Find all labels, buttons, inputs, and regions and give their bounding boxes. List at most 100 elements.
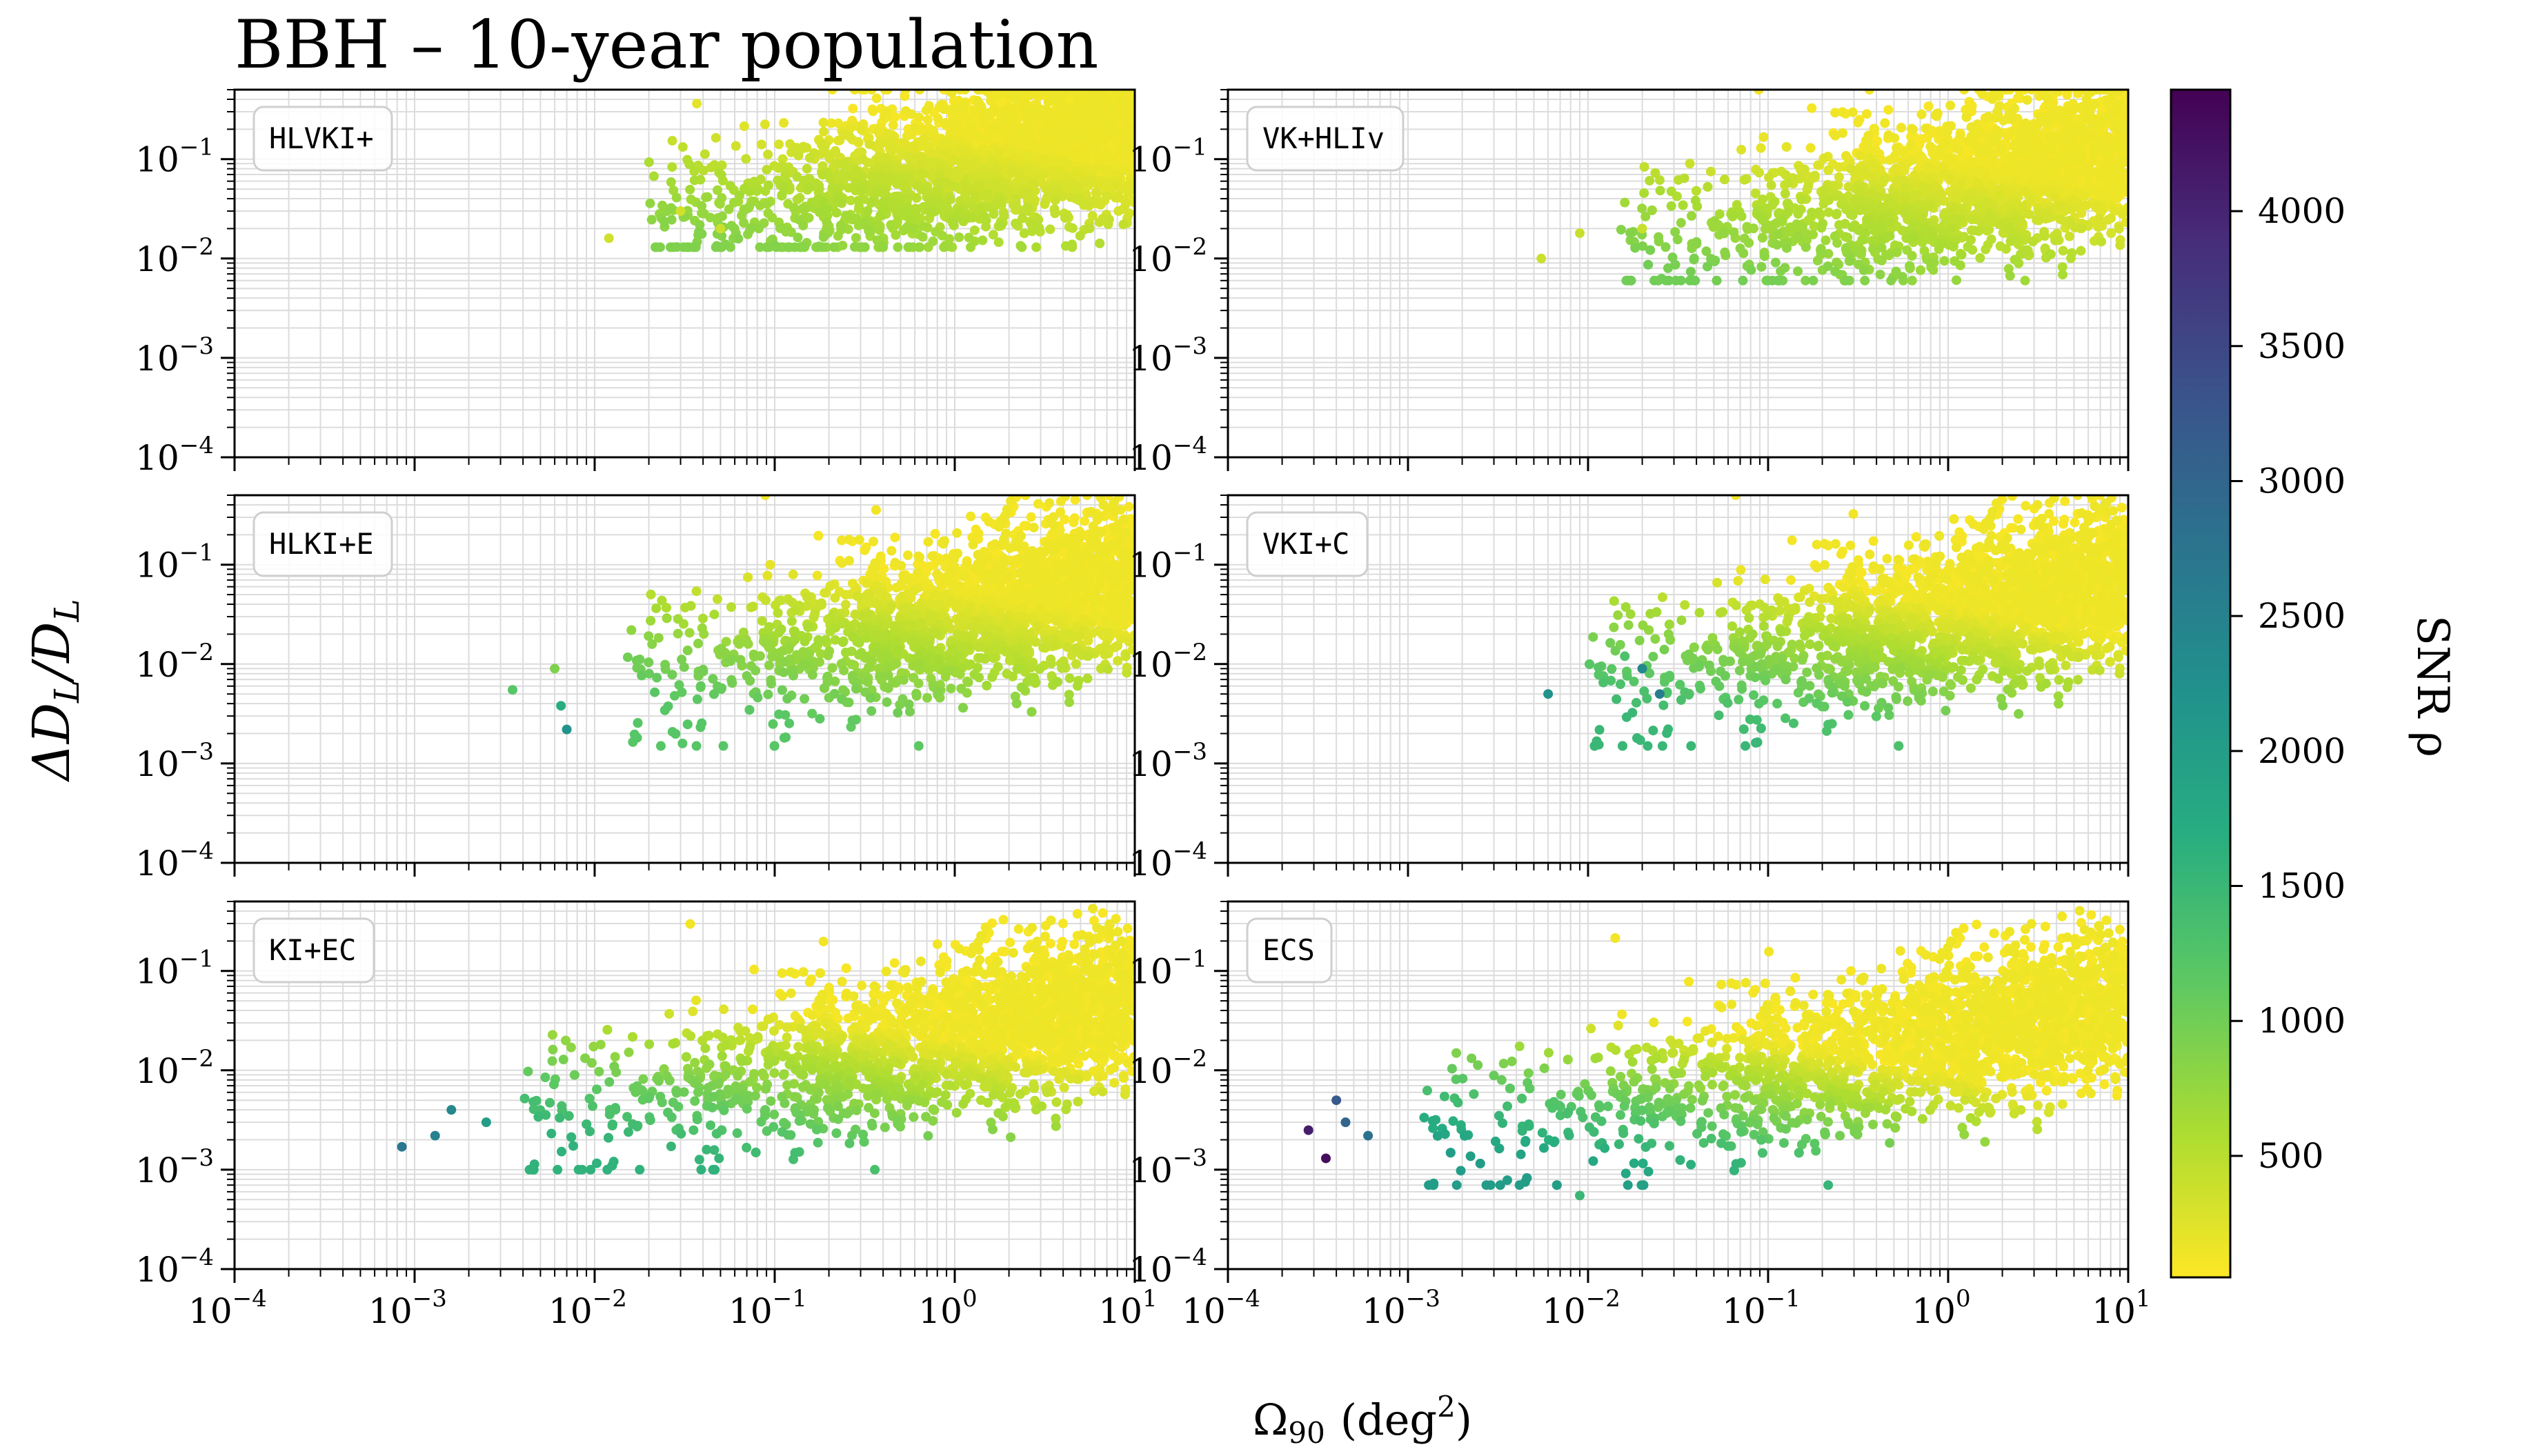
scatter-point xyxy=(2081,200,2092,210)
scatter-point xyxy=(909,123,920,133)
scatter-point xyxy=(1091,178,1101,188)
scatter-point xyxy=(734,190,744,201)
scatter-point xyxy=(760,119,770,130)
scatter-point xyxy=(1999,115,2009,126)
scatter-point xyxy=(2032,215,2042,225)
scatter-point xyxy=(928,236,938,246)
scatter-point xyxy=(2007,114,2017,125)
scatter-point xyxy=(2083,174,2094,185)
scatter-point xyxy=(1102,191,1112,201)
scatter-point xyxy=(902,131,912,141)
scatter-point xyxy=(1720,174,1730,185)
scatter-point xyxy=(789,203,799,213)
scatter-point xyxy=(2044,171,2054,181)
scatter-point xyxy=(1867,160,1877,170)
scatter-point xyxy=(1124,90,1135,94)
scatter-point xyxy=(1834,162,1845,172)
panel-label: HLVKI+ xyxy=(269,121,374,155)
scatter-point xyxy=(1043,97,1053,108)
scatter-point xyxy=(995,221,1006,231)
scatter-point xyxy=(2019,146,2029,156)
scatter-point xyxy=(996,200,1006,210)
scatter-point xyxy=(706,162,716,172)
scatter-point xyxy=(715,223,726,234)
scatter-point xyxy=(1025,90,1035,94)
scatter-point xyxy=(1083,134,1093,144)
scatter-point xyxy=(2009,139,2019,150)
scatter-point xyxy=(675,206,686,217)
scatter-point xyxy=(1900,183,1910,193)
scatter-point xyxy=(2039,231,2050,241)
scatter-point xyxy=(891,230,901,240)
scatter-point xyxy=(755,200,765,210)
scatter-point xyxy=(1966,122,1976,132)
scatter-point xyxy=(1093,161,1104,172)
scatter-point xyxy=(786,227,796,237)
scatter-point xyxy=(2112,121,2122,132)
scatter-point xyxy=(866,198,876,208)
scatter-point xyxy=(874,163,884,174)
scatter-point xyxy=(1823,165,1834,175)
scatter-point xyxy=(1036,171,1047,181)
scatter-point xyxy=(1075,230,1085,241)
scatter-point xyxy=(989,209,999,219)
scatter-point xyxy=(1830,108,1841,118)
scatter-point xyxy=(964,232,974,243)
scatter-point xyxy=(1074,168,1084,179)
scatter-point xyxy=(2117,209,2128,219)
scatter-point xyxy=(700,149,710,159)
scatter-point xyxy=(1096,97,1107,108)
scatter-point xyxy=(1024,106,1034,117)
scatter-point xyxy=(924,213,935,223)
scatter-point xyxy=(1091,189,1102,199)
scatter-point xyxy=(666,177,676,188)
scatter-point xyxy=(1992,107,2003,117)
scatter-point xyxy=(1921,123,1931,134)
scatter-point xyxy=(1880,118,1890,128)
scatter-point xyxy=(957,110,967,120)
scatter-point xyxy=(677,142,688,152)
scatter-point xyxy=(1972,177,1982,187)
scatter-point xyxy=(1098,121,1108,131)
scatter-point xyxy=(864,226,874,236)
scatter-point xyxy=(2043,212,2053,223)
scatter-point xyxy=(1004,102,1015,112)
scatter-point xyxy=(831,159,841,169)
scatter-point xyxy=(822,217,832,228)
scatter-point xyxy=(878,242,889,252)
scatter-point xyxy=(918,232,928,242)
scatter-point xyxy=(969,172,980,182)
scatter-point xyxy=(825,174,835,184)
scatter-point xyxy=(2014,162,2025,172)
scatter-point xyxy=(2025,156,2036,166)
scatter-point xyxy=(873,188,884,198)
scatter-point xyxy=(982,189,992,199)
scatter-point xyxy=(1084,97,1095,108)
scatter-point xyxy=(2006,162,2016,172)
scatter-point xyxy=(2027,237,2038,247)
scatter-point xyxy=(972,158,982,168)
scatter-point xyxy=(1865,202,1876,212)
scatter-point xyxy=(851,232,861,243)
scatter-point xyxy=(1780,188,1790,199)
scatter-point xyxy=(886,220,896,230)
scatter-point xyxy=(949,104,959,114)
scatter-point xyxy=(1758,132,1769,142)
scatter-point xyxy=(692,99,702,109)
scatter-point xyxy=(903,242,913,252)
scatter-point xyxy=(901,223,911,234)
scatter-point xyxy=(846,195,856,206)
scatter-point xyxy=(843,211,853,221)
scatter-point xyxy=(689,175,700,186)
scatter-point xyxy=(2050,235,2061,246)
scatter-point xyxy=(1967,101,1977,111)
scatter-point xyxy=(784,242,794,252)
scatter-point xyxy=(1050,195,1060,206)
scatter-point xyxy=(1057,90,1067,94)
scatter-point xyxy=(2094,188,2104,198)
scatter-point xyxy=(2039,90,2049,100)
scatter-point xyxy=(948,90,958,95)
scatter-point xyxy=(840,160,850,170)
scatter-point xyxy=(1109,182,1119,192)
scatter-point xyxy=(1084,90,1094,94)
